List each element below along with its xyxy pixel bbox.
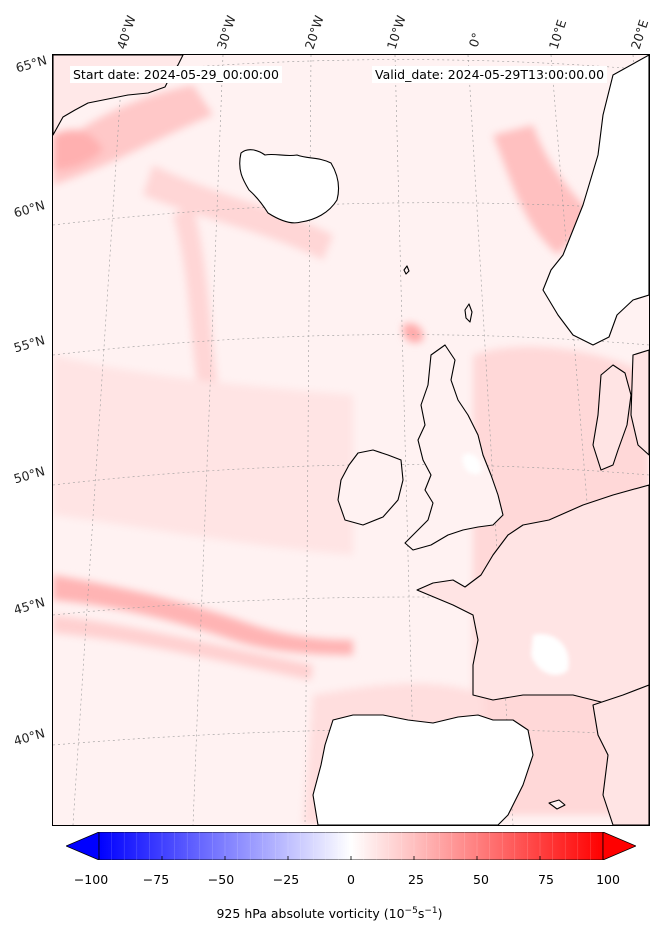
france-lowcountries	[416, 484, 649, 716]
lat-label-45n: 45°N	[12, 594, 47, 618]
vorticity-band-iceland-south	[143, 165, 333, 260]
great-britain	[404, 344, 504, 551]
mainland-europe-south	[592, 684, 649, 825]
iceland	[239, 149, 340, 224]
cb-tick-label: 75	[538, 872, 554, 887]
lat-label-40n: 40°N	[12, 725, 47, 749]
vorticity-map[interactable]	[52, 54, 650, 826]
cb-tick-label: 100	[596, 872, 620, 887]
denmark-sweden	[592, 349, 649, 471]
cb-tick-label: 50	[473, 872, 489, 887]
vorticity-band-north	[53, 85, 213, 185]
ireland	[337, 449, 404, 526]
vorticity-band-44n	[53, 615, 313, 680]
vorticity-band-45n	[53, 575, 353, 655]
colorbar-title-main: 925 hPa absolute vorticity (10	[216, 906, 405, 922]
cb-tick-label: −100	[73, 872, 109, 887]
vorticity-band-mid-atlantic	[173, 205, 223, 415]
lon-label-10e: 10°E	[545, 17, 570, 51]
iberia	[312, 714, 534, 825]
vorticity-region-west	[53, 355, 353, 555]
scandinavia	[542, 55, 649, 346]
cb-tick-label: 25	[408, 872, 424, 887]
lon-label-0: 0°	[465, 30, 485, 49]
lat-label-65n: 65°N	[14, 52, 49, 76]
colorbar	[66, 832, 636, 860]
valid-date-label: Valid_date: 2024-05-29T13:00:00.00	[372, 66, 608, 83]
graticule	[53, 55, 649, 825]
cb-tick-label: 0	[347, 872, 355, 887]
lon-label-20e: 20°E	[627, 17, 652, 51]
lon-label-40w: 40°W	[113, 13, 139, 51]
colorbar-title-unit: s	[417, 906, 425, 922]
map-canvas	[53, 55, 649, 825]
vorticity-spot-north-sea	[402, 323, 424, 343]
lat-label-55n: 55°N	[12, 332, 47, 356]
colorbar-title-exponent-2: −1	[424, 906, 438, 916]
cb-tick-label: −50	[207, 872, 235, 887]
vorticity-band-norway-wide	[493, 125, 593, 255]
colorbar-title: 925 hPa absolute vorticity (10−5s−1)	[0, 906, 659, 921]
lon-label-10w: 10°W	[383, 13, 409, 51]
start-date-label: Start date: 2024-05-29_00:00:00	[70, 66, 282, 83]
shetland	[464, 303, 473, 323]
lat-label-60n: 60°N	[12, 197, 47, 221]
colorbar-title-end: )	[437, 906, 443, 922]
colorbar-extend-low	[66, 832, 100, 860]
lon-label-30w: 30°W	[213, 13, 239, 51]
cb-tick-label: −75	[142, 872, 170, 887]
balearic-islands	[548, 799, 566, 810]
vorticity-white-patches	[371, 453, 569, 775]
colorbar-extend-high	[602, 832, 636, 860]
colorbar-title-exponent: −5	[404, 906, 418, 916]
vorticity-band-greenland	[53, 130, 103, 170]
colorbar-ticks	[98, 832, 604, 860]
faroe-islands	[403, 265, 410, 275]
lat-label-50n: 50°N	[12, 463, 47, 487]
lon-label-20w: 20°W	[301, 13, 327, 51]
cb-tick-label: −25	[272, 872, 300, 887]
vorticity-field	[53, 85, 649, 825]
